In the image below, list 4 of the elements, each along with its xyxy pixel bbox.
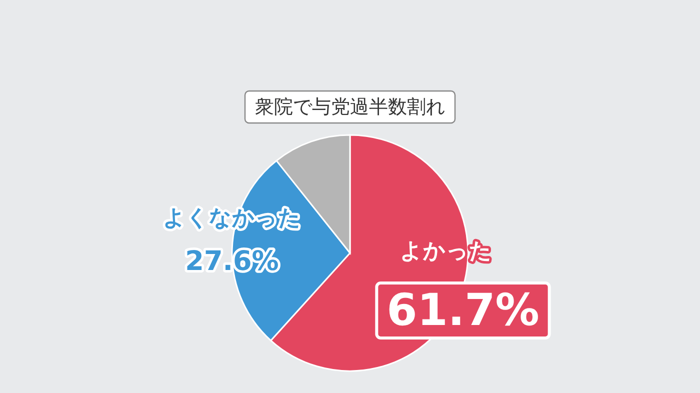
data-label: 61.7% bbox=[386, 285, 540, 336]
title: 衆院で与党過半数割れ bbox=[244, 90, 456, 124]
slice-label: よかった bbox=[400, 239, 492, 264]
chart-title: 衆院で与党過半数割れ bbox=[255, 96, 445, 118]
